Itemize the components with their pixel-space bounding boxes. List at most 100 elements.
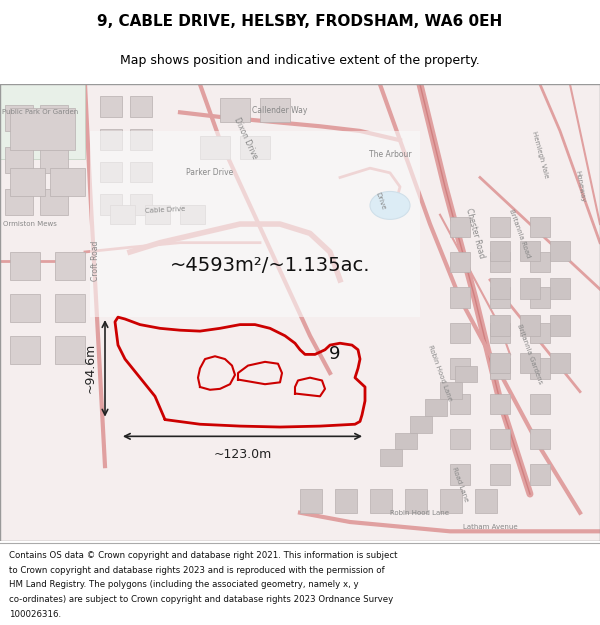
Text: Britannia Road: Britannia Road — [508, 208, 532, 259]
Bar — [450, 358, 470, 379]
Text: ~123.0m: ~123.0m — [214, 448, 272, 461]
Bar — [475, 489, 497, 512]
Bar — [530, 322, 550, 343]
Bar — [130, 96, 152, 117]
Bar — [520, 241, 540, 261]
Bar — [440, 382, 462, 399]
Bar — [450, 429, 470, 449]
Text: ~94.6m: ~94.6m — [84, 343, 97, 394]
Bar — [180, 206, 205, 224]
Bar — [145, 206, 170, 224]
Bar — [335, 489, 357, 512]
Bar — [530, 394, 550, 414]
Bar — [100, 96, 122, 117]
Text: Ormiston Mews: Ormiston Mews — [3, 221, 57, 227]
Bar — [455, 366, 477, 382]
Bar — [490, 252, 510, 272]
Ellipse shape — [370, 191, 410, 219]
Bar — [490, 352, 510, 373]
Bar — [530, 429, 550, 449]
Bar — [520, 352, 540, 373]
Bar — [450, 288, 470, 308]
Text: Cable Drive: Cable Drive — [145, 206, 185, 214]
Bar — [50, 168, 85, 196]
Bar — [55, 252, 85, 280]
Text: Croft Road: Croft Road — [91, 241, 100, 281]
Bar — [100, 162, 122, 182]
Bar — [490, 394, 510, 414]
Bar — [450, 394, 470, 414]
Bar — [10, 107, 75, 149]
Bar — [550, 241, 570, 261]
Bar — [130, 162, 152, 182]
Bar — [40, 147, 68, 173]
Bar — [450, 217, 470, 237]
Bar — [10, 168, 45, 196]
Text: to Crown copyright and database rights 2023 and is reproduced with the permissio: to Crown copyright and database rights 2… — [9, 566, 385, 574]
Bar — [370, 489, 392, 512]
Text: 9: 9 — [329, 346, 341, 363]
Bar — [130, 194, 152, 215]
Bar — [55, 294, 85, 322]
Text: The Arbour: The Arbour — [368, 150, 412, 159]
Text: Latham Avenue: Latham Avenue — [463, 524, 517, 529]
Text: Honeway: Honeway — [574, 171, 586, 203]
Bar — [520, 315, 540, 336]
Text: HM Land Registry. The polygons (including the associated geometry, namely x, y: HM Land Registry. The polygons (includin… — [9, 580, 359, 589]
Bar — [5, 189, 33, 215]
Text: Public Park Or Garden: Public Park Or Garden — [2, 109, 78, 115]
Text: Robin Hood Lane: Robin Hood Lane — [427, 344, 453, 402]
Text: Chester Road: Chester Road — [464, 208, 486, 259]
Bar — [490, 241, 510, 261]
Bar — [490, 464, 510, 485]
Text: Contains OS data © Crown copyright and database right 2021. This information is : Contains OS data © Crown copyright and d… — [9, 551, 398, 560]
Bar — [530, 252, 550, 272]
Text: Dixon Drive: Dixon Drive — [232, 116, 260, 161]
Bar — [40, 189, 68, 215]
Text: Callender Way: Callender Way — [253, 106, 308, 115]
Bar — [5, 147, 33, 173]
Text: Parker Drive: Parker Drive — [187, 168, 233, 177]
Bar — [260, 98, 290, 122]
Bar — [550, 278, 570, 299]
Bar — [40, 105, 68, 131]
Text: Britannia Gardens: Britannia Gardens — [517, 324, 544, 385]
Bar — [550, 352, 570, 373]
Bar — [10, 336, 40, 364]
Bar — [530, 358, 550, 379]
Bar — [55, 336, 85, 364]
Bar — [110, 206, 135, 224]
Bar — [405, 489, 427, 512]
Bar — [410, 416, 432, 432]
Text: Road Lane: Road Lane — [451, 467, 469, 503]
Bar — [450, 322, 470, 343]
Text: 9, CABLE DRIVE, HELSBY, FRODSHAM, WA6 0EH: 9, CABLE DRIVE, HELSBY, FRODSHAM, WA6 0E… — [97, 14, 503, 29]
Bar — [450, 464, 470, 485]
Text: Map shows position and indicative extent of the property.: Map shows position and indicative extent… — [120, 54, 480, 68]
Bar — [490, 429, 510, 449]
Bar — [5, 105, 33, 131]
Bar — [300, 489, 322, 512]
Text: ~4593m²/~1.135ac.: ~4593m²/~1.135ac. — [170, 256, 371, 276]
Bar — [380, 449, 402, 466]
Bar — [100, 194, 122, 215]
Bar — [450, 252, 470, 272]
Bar — [490, 358, 510, 379]
Bar — [100, 129, 122, 149]
Bar — [530, 217, 550, 237]
Bar — [490, 315, 510, 336]
Bar — [520, 278, 540, 299]
Bar — [490, 217, 510, 237]
Bar — [130, 129, 152, 149]
Bar — [425, 399, 447, 416]
Bar — [220, 98, 250, 122]
Bar — [10, 252, 40, 280]
Text: Hemlegh Vale: Hemlegh Vale — [531, 130, 549, 178]
Text: co-ordinates) are subject to Crown copyright and database rights 2023 Ordnance S: co-ordinates) are subject to Crown copyr… — [9, 595, 393, 604]
Bar — [0, 84, 85, 159]
Bar — [490, 288, 510, 308]
Bar — [395, 432, 417, 449]
Bar — [200, 136, 230, 159]
Bar — [550, 315, 570, 336]
Bar — [90, 131, 420, 317]
